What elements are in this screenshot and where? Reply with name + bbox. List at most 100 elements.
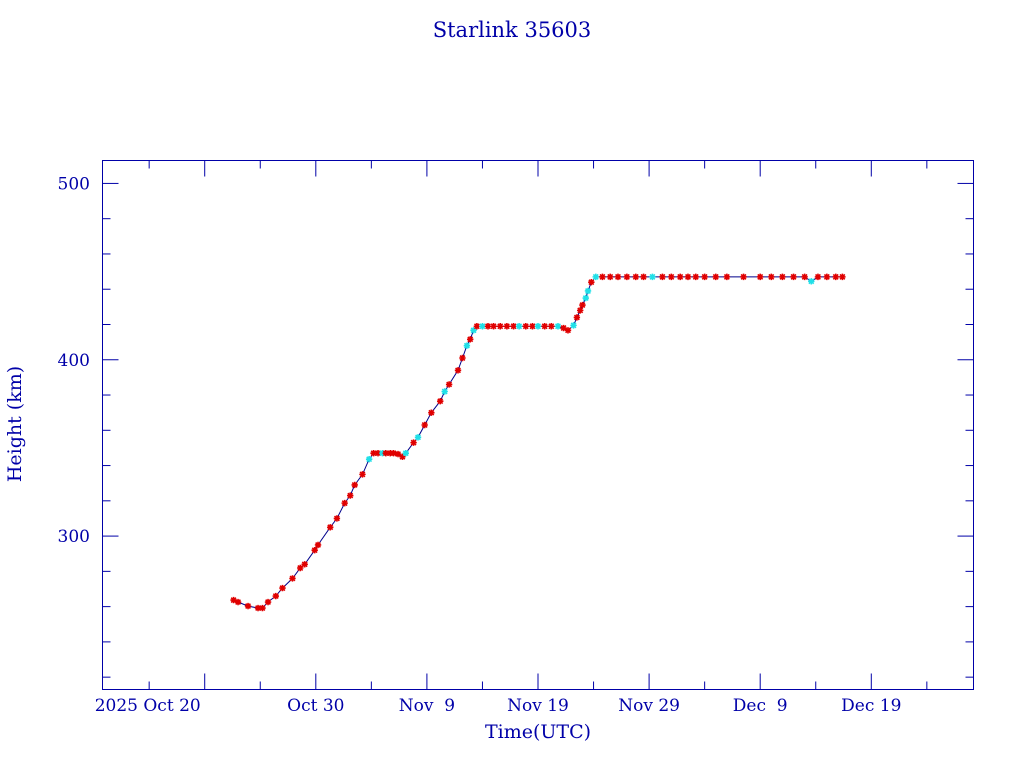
red-data-point [564,327,572,334]
chart-title: Starlink 35603 [433,18,592,42]
red-data-point [659,273,666,281]
cyan-data-point [584,287,592,295]
cyan-data-point [470,327,477,334]
red-data-point [541,323,548,330]
red-data-point [677,273,684,281]
red-data-point [768,273,775,281]
red-data-point [510,323,517,330]
red-data-point [359,471,366,478]
red-data-point [279,584,286,592]
red-data-point [254,604,262,612]
cyan-data-point [479,323,486,330]
red-data-point [522,323,529,330]
red-data-point [370,450,377,457]
red-data-point [668,273,675,281]
cyan-data-point [534,323,542,330]
red-data-point [692,273,699,281]
red-data-point [712,273,719,281]
y-tick-label: 400 [58,351,90,371]
red-data-point [230,596,237,604]
red-data-point [756,273,764,281]
red-data-point [382,450,389,457]
red-data-point [640,273,647,281]
red-data-point [497,323,504,330]
red-data-point [684,273,692,281]
red-data-point [740,273,747,281]
red-data-point [347,492,354,499]
y-axis-title: Height (km) [4,366,26,482]
red-data-point [437,397,444,405]
y-tick-label: 500 [58,174,90,194]
red-data-point [333,515,341,522]
red-data-point [289,575,296,582]
cyan-data-point [463,342,471,349]
cyan-data-point [441,388,448,395]
axis-ticks [102,160,974,690]
red-data-point [244,602,252,610]
red-data-point [374,450,382,457]
red-data-point [614,273,622,281]
red-data-point [503,323,511,330]
red-data-point [341,499,348,507]
red-data-point [490,323,497,330]
x-tick-label: Oct 30 [287,696,344,716]
red-data-point [351,481,358,489]
red-data-point [623,273,631,281]
red-data-point [573,314,581,321]
red-data-point [410,439,417,446]
plot-frame [102,160,974,690]
x-tick-label: Dec 19 [841,696,901,716]
x-tick-label: Nov 19 [507,696,569,716]
red-data-point [467,336,474,343]
red-data-point [314,541,322,549]
red-data-point [701,273,708,281]
red-data-point [459,354,466,362]
y-tick-label: 300 [58,527,90,547]
red-data-point [599,273,606,281]
red-data-point [399,453,406,460]
y-tick-labels: 300 400 500 [58,174,90,547]
red-data-point [632,273,639,281]
cyan-data-point [515,323,523,330]
red-data-point [607,273,614,281]
red-data-point [272,592,280,600]
x-tick-label: Dec 9 [733,696,788,716]
red-data-point [311,546,318,554]
red-data-point [839,273,846,281]
red-data-point [394,450,402,458]
red-data-point [801,273,808,281]
red-data-point [723,273,731,281]
data-markers [230,273,846,612]
red-data-point [390,450,397,457]
red-data-point [473,323,481,330]
cyan-data-point [402,450,409,457]
red-data-point [428,409,435,416]
red-data-point [779,273,786,281]
red-data-point [445,381,453,388]
cyan-data-point [592,273,599,281]
red-data-point [790,273,797,281]
x-tick-label: Nov 29 [618,696,680,716]
red-data-point [560,324,567,332]
x-tick-label: Nov 9 [399,696,455,716]
cyan-data-point [554,323,562,330]
red-data-point [577,307,584,314]
cyan-data-point [582,294,589,302]
red-data-point [832,273,839,281]
red-data-point [579,301,586,309]
x-tick-label: 2025 Oct 20 [95,696,201,716]
cyan-data-point [570,322,577,329]
x-axis-title: Time(UTC) [485,721,591,743]
red-data-point [588,278,595,286]
red-data-point [327,524,334,531]
red-data-point [387,450,394,457]
cyan-data-point [414,434,422,441]
red-data-point [264,598,272,606]
cyan-data-point [365,456,373,463]
red-data-point [548,323,555,330]
cyan-data-point [379,450,386,457]
cyan-data-point [808,278,815,285]
x-tick-labels: 2025 Oct 20 Oct 30 Nov 9 Nov 19 Nov 29 Dec 9 D… [95,696,902,716]
red-data-point [529,323,536,330]
